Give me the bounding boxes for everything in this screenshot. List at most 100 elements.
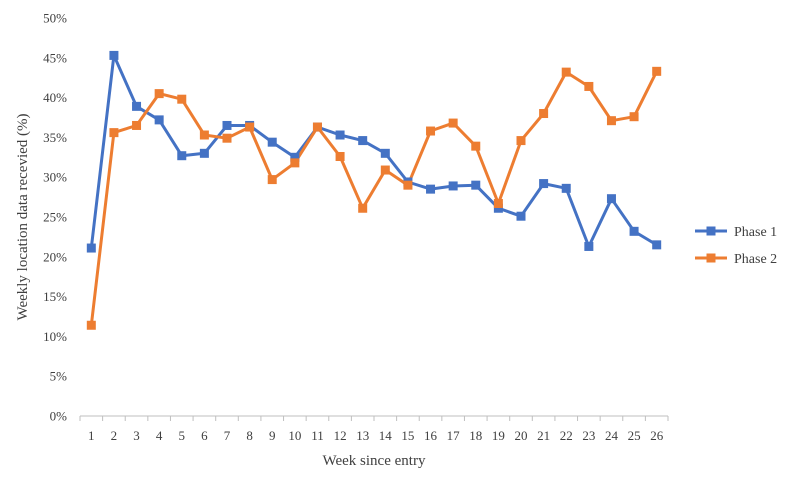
data-point-phase-1: [358, 136, 368, 146]
y-tick-label: 45%: [43, 50, 67, 65]
data-point-phase-2: [471, 141, 481, 151]
y-tick-label: 40%: [43, 90, 67, 105]
data-point-phase-1: [426, 184, 436, 194]
data-point-phase-2: [154, 89, 164, 99]
data-point-phase-2: [199, 130, 209, 140]
x-tick-label: 10: [288, 428, 301, 443]
x-tick-label: 21: [537, 428, 550, 443]
data-point-phase-1: [539, 179, 549, 189]
y-tick-label: 35%: [43, 130, 67, 145]
data-point-phase-2: [358, 203, 368, 213]
x-tick-label: 25: [628, 428, 641, 443]
data-point-phase-2: [539, 109, 549, 119]
data-point-phase-1: [199, 148, 209, 158]
series-line-phase-1: [89, 53, 658, 249]
data-point-phase-1: [335, 130, 345, 140]
data-point-phase-1: [652, 240, 662, 250]
x-tick-label: 17: [447, 428, 461, 443]
data-point-phase-1: [629, 226, 639, 236]
data-point-phase-1: [222, 120, 232, 130]
data-point-phase-1: [380, 148, 390, 158]
data-point-phase-2: [177, 94, 187, 104]
x-tick-label: 16: [424, 428, 438, 443]
data-point-phase-2: [448, 118, 458, 128]
y-tick-label: 25%: [43, 210, 67, 225]
data-point-phase-2: [86, 320, 96, 330]
legend: Phase 1 Phase 2: [695, 225, 777, 267]
y-tick-label: 50%: [43, 11, 67, 26]
series-lines: [89, 53, 659, 326]
data-point-phase-2: [267, 175, 277, 185]
y-tick-label: 15%: [43, 289, 67, 304]
y-tick-label: 10%: [43, 329, 67, 344]
data-point-phase-2: [290, 158, 300, 168]
y-tick-label: 0%: [50, 409, 68, 424]
data-point-phase-1: [132, 101, 142, 111]
data-point-phase-2: [606, 116, 616, 126]
x-tick-label: 23: [582, 428, 595, 443]
data-point-phase-2: [335, 152, 345, 162]
data-point-phase-1: [448, 181, 458, 191]
data-point-phase-1: [584, 241, 594, 251]
data-point-phase-2: [629, 112, 639, 122]
x-axis-ticks: 1 2 3 4 5 6 7 8 9 10 11 12 13 14 15 16 17 18 19 20 21 22 23 24 2…: [79, 416, 669, 443]
data-point-phase-1: [516, 211, 526, 221]
data-point-phase-1: [561, 183, 571, 193]
data-point-phase-2: [380, 165, 390, 175]
data-point-phase-2: [561, 67, 571, 77]
legend-label: Phase 2: [734, 252, 777, 267]
series-line-phase-2: [89, 70, 659, 326]
data-point-phase-2: [426, 126, 436, 136]
data-point-phase-1: [177, 151, 187, 161]
y-tick-label: 30%: [43, 170, 67, 185]
legend-marker: [706, 253, 716, 263]
x-tick-label: 4: [156, 428, 163, 443]
x-tick-label: 24: [605, 428, 619, 443]
data-point-phase-1: [267, 137, 277, 147]
data-point-phase-1: [109, 50, 119, 60]
data-point-phase-2: [652, 66, 662, 76]
data-point-phase-2: [516, 136, 526, 146]
data-point-phase-1: [86, 243, 96, 253]
data-point-phase-2: [222, 133, 232, 143]
x-tick-label: 20: [515, 428, 528, 443]
data-point-phase-1: [606, 194, 616, 204]
x-tick-label: 15: [401, 428, 414, 443]
data-point-phase-1: [471, 180, 481, 190]
x-tick-label: 1: [88, 428, 95, 443]
x-tick-label: 6: [201, 428, 208, 443]
x-tick-label: 3: [133, 428, 140, 443]
x-tick-label: 19: [492, 428, 505, 443]
x-tick-label: 9: [269, 428, 276, 443]
x-tick-label: 26: [650, 428, 664, 443]
y-tick-label: 20%: [43, 249, 67, 264]
data-point-phase-2: [312, 122, 322, 132]
y-tick-label: 5%: [50, 369, 68, 384]
data-point-phase-1: [493, 203, 503, 213]
y-axis-title: Weekly location data recevied (%): [15, 113, 31, 320]
x-tick-label: 5: [179, 428, 186, 443]
x-tick-label: 2: [111, 428, 118, 443]
data-point-phase-1: [154, 115, 164, 125]
legend-marker: [706, 226, 716, 236]
x-tick-label: 7: [224, 428, 231, 443]
data-point-phase-2: [245, 122, 255, 132]
legend-label: Phase 1: [734, 225, 777, 240]
x-tick-label: 8: [246, 428, 253, 443]
x-tick-label: 14: [379, 428, 393, 443]
data-point-phase-2: [493, 198, 503, 208]
data-point-phase-2: [584, 81, 594, 91]
x-tick-label: 11: [311, 428, 324, 443]
data-point-phase-2: [403, 180, 413, 190]
x-tick-label: 18: [469, 428, 482, 443]
data-point-phase-2: [109, 128, 119, 138]
x-tick-label: 22: [560, 428, 573, 443]
series-markers: [86, 50, 662, 330]
data-point-phase-1: [290, 152, 300, 162]
data-point-phase-2: [132, 120, 142, 130]
x-axis-title: Week since entry: [323, 453, 426, 469]
x-tick-label: 12: [334, 428, 347, 443]
x-tick-label: 13: [356, 428, 369, 443]
y-axis-ticks: 0% 5% 10% 15% 20% 25% 30% 35% 40% 45% 50%: [43, 11, 67, 424]
